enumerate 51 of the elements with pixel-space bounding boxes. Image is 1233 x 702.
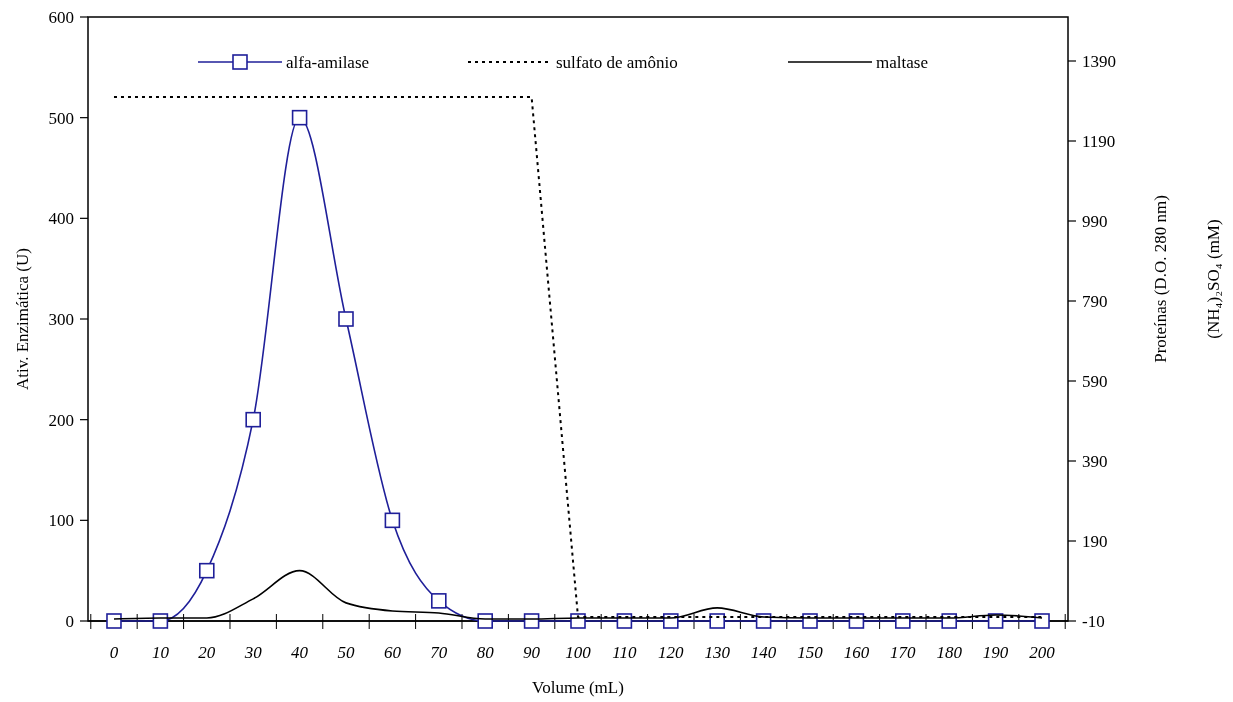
legend-label: alfa-amilase <box>286 52 370 72</box>
y2-tick-label: 990 <box>1082 211 1108 231</box>
y-tick-label: 200 <box>48 410 74 430</box>
x-tick-label: 190 <box>982 643 1009 662</box>
x-tick-label: 180 <box>936 643 963 662</box>
x-tick-label: 160 <box>843 643 870 662</box>
y-tick-label: 400 <box>48 209 74 229</box>
y2-tick-label: 1390 <box>1082 51 1116 71</box>
y-tick-label: 0 <box>65 611 74 631</box>
x-tick-label: 60 <box>383 643 402 662</box>
x-tick-label: 170 <box>890 643 917 662</box>
x-tick-label: 30 <box>243 643 263 662</box>
y2-tick-label: 190 <box>1082 531 1108 551</box>
x-tick-label: 70 <box>430 643 448 662</box>
x-tick-label: 80 <box>476 643 495 662</box>
y2-tick-label: 390 <box>1082 451 1108 471</box>
y2-tick-label: -10 <box>1082 611 1105 631</box>
legend-label: sulfato de amônio <box>556 52 678 72</box>
x-tick-label: 120 <box>658 643 685 662</box>
x-tick-label: 10 <box>151 643 170 662</box>
point <box>384 512 401 529</box>
x-tick-label: 130 <box>704 643 731 662</box>
point <box>709 613 726 629</box>
y2-tick-label: 1190 <box>1082 131 1116 151</box>
point <box>198 562 215 579</box>
x-tick-label: 140 <box>750 643 777 662</box>
point <box>1034 613 1050 629</box>
x-tick-label: 200 <box>1029 643 1056 662</box>
x-tick-label: 50 <box>337 643 355 662</box>
point <box>245 411 261 428</box>
y-tick-label: 300 <box>48 309 74 329</box>
point <box>431 593 447 609</box>
legend-label: maltase <box>876 52 928 72</box>
x-tick-label: 40 <box>291 643 309 662</box>
y2-tick-label: 790 <box>1082 291 1108 311</box>
y-tick-label: 500 <box>48 108 74 128</box>
x-tick-label: 90 <box>523 643 541 662</box>
text: Proteínas (D.O. 280 nm) (NH₄)₂SO₄ (mM) <box>1151 195 1223 363</box>
x-axis-title: Volume (mL) <box>532 678 624 697</box>
y-tick-label: 600 <box>48 7 74 27</box>
point <box>291 109 308 126</box>
y2-tick-label: 590 <box>1082 371 1108 391</box>
x-tick-label: 150 <box>797 643 824 662</box>
x-tick-label: 0 <box>109 643 119 662</box>
x-tick-label: 110 <box>612 643 638 662</box>
y-tick-label: 100 <box>48 511 74 531</box>
x-tick-label: 100 <box>565 643 592 662</box>
point <box>106 613 122 629</box>
point <box>338 311 354 327</box>
x-tick-label: 20 <box>198 643 216 662</box>
y-axis-title: Ativ. Enzimática (U) <box>13 248 32 390</box>
